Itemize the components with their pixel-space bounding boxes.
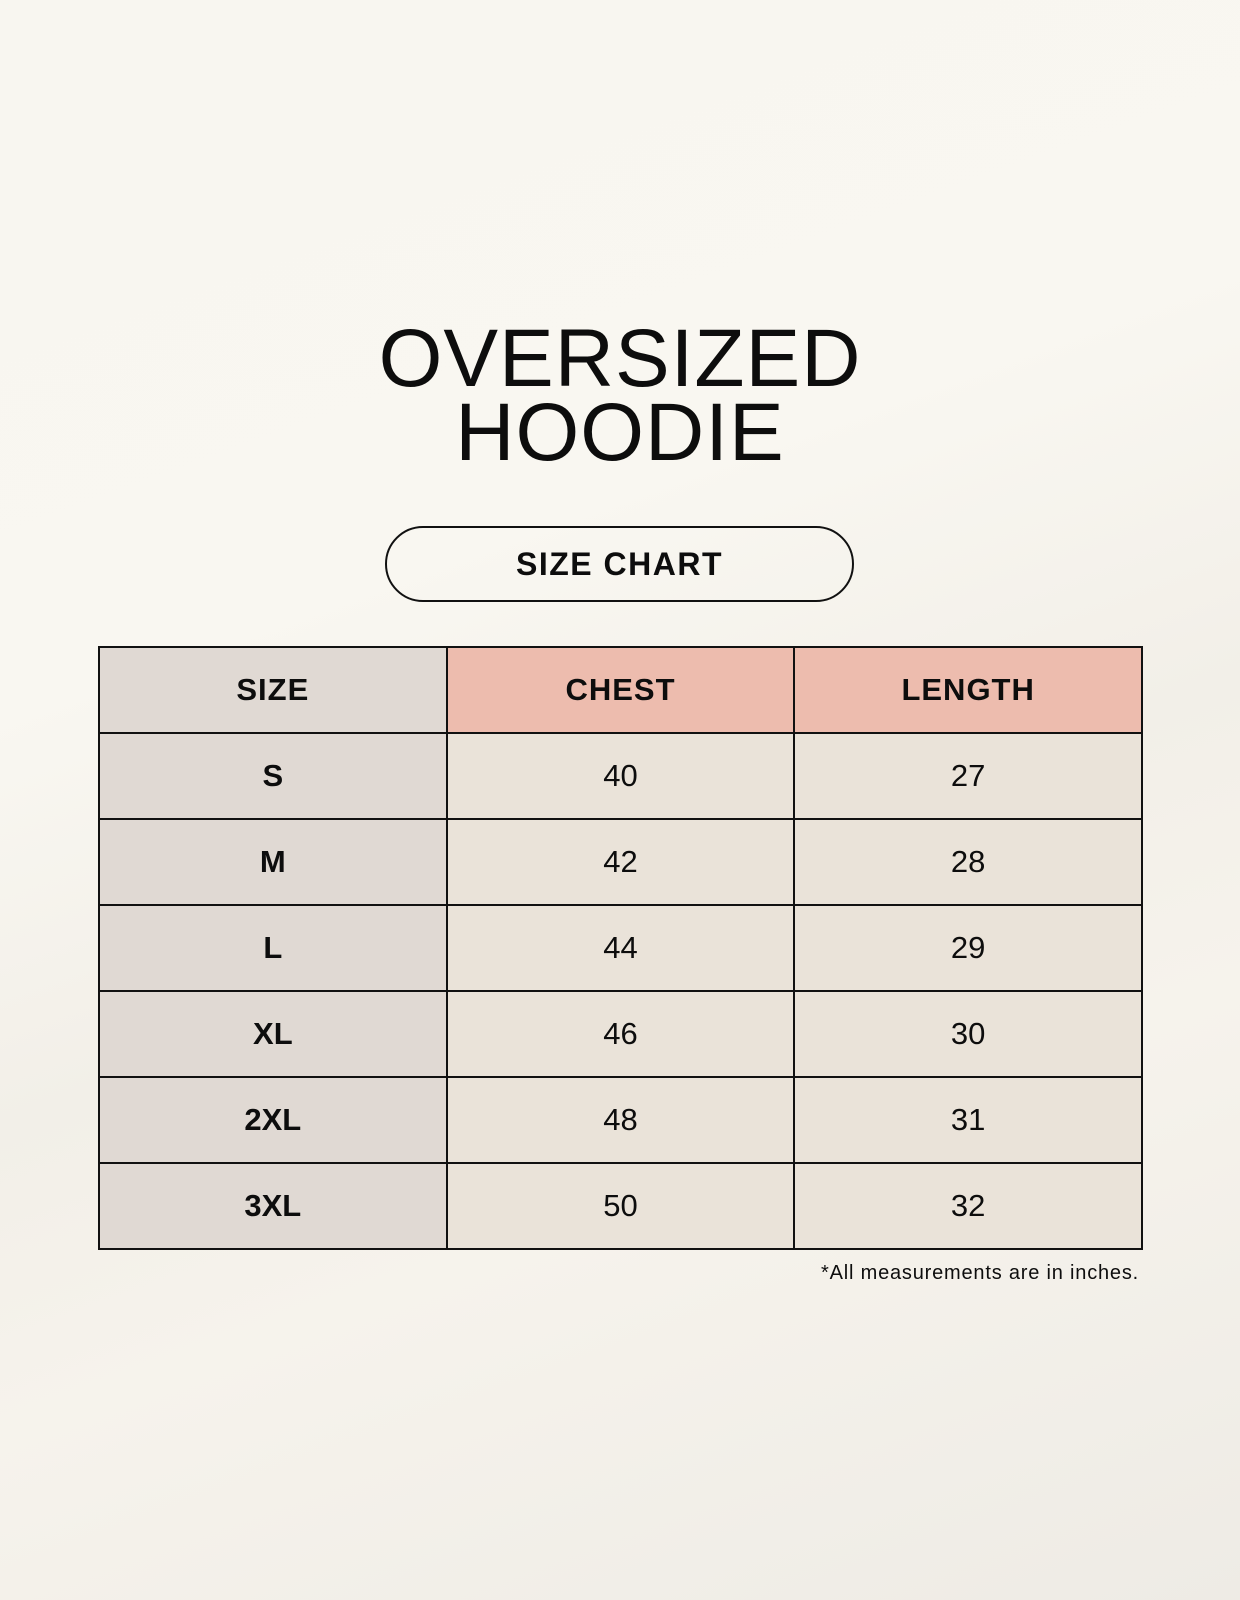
cell-chest: 50 — [445, 1162, 796, 1250]
table-row: S 40 27 — [98, 732, 1143, 820]
table-header-row: SIZE CHEST LENGTH — [98, 646, 1143, 734]
cell-chest: 48 — [445, 1076, 796, 1164]
cell-length: 28 — [793, 818, 1143, 906]
cell-chest: 44 — [445, 904, 796, 992]
header-chest: CHEST — [445, 646, 796, 734]
cell-length: 31 — [793, 1076, 1143, 1164]
header-length: LENGTH — [793, 646, 1143, 734]
cell-length: 29 — [793, 904, 1143, 992]
size-table: SIZE CHEST LENGTH S 40 27 M 42 28 L 44 29 XL 46 30 2… — [98, 646, 1143, 1250]
title-line-2: HOODIE — [455, 387, 785, 478]
table-row: XL 46 30 — [98, 990, 1143, 1078]
cell-size: S — [98, 732, 448, 820]
cell-length: 32 — [793, 1162, 1143, 1250]
table-row: L 44 29 — [98, 904, 1143, 992]
cell-size: XL — [98, 990, 448, 1078]
table-row: M 42 28 — [98, 818, 1143, 906]
cell-size: 2XL — [98, 1076, 448, 1164]
page-title: OVERSIZED HOODIE — [0, 313, 1240, 478]
title-line-1: OVERSIZED — [378, 313, 862, 404]
cell-size: 3XL — [98, 1162, 448, 1250]
header-size: SIZE — [98, 646, 448, 734]
table-row: 2XL 48 31 — [98, 1076, 1143, 1164]
cell-length: 27 — [793, 732, 1143, 820]
table-row: 3XL 50 32 — [98, 1162, 1143, 1250]
cell-size: M — [98, 818, 448, 906]
cell-chest: 40 — [445, 732, 796, 820]
cell-length: 30 — [793, 990, 1143, 1078]
measurement-note: *All measurements are in inches. — [821, 1262, 1139, 1284]
size-chart-label: SIZE CHART — [385, 526, 854, 602]
cell-size: L — [98, 904, 448, 992]
cell-chest: 46 — [445, 990, 796, 1078]
cell-chest: 42 — [445, 818, 796, 906]
